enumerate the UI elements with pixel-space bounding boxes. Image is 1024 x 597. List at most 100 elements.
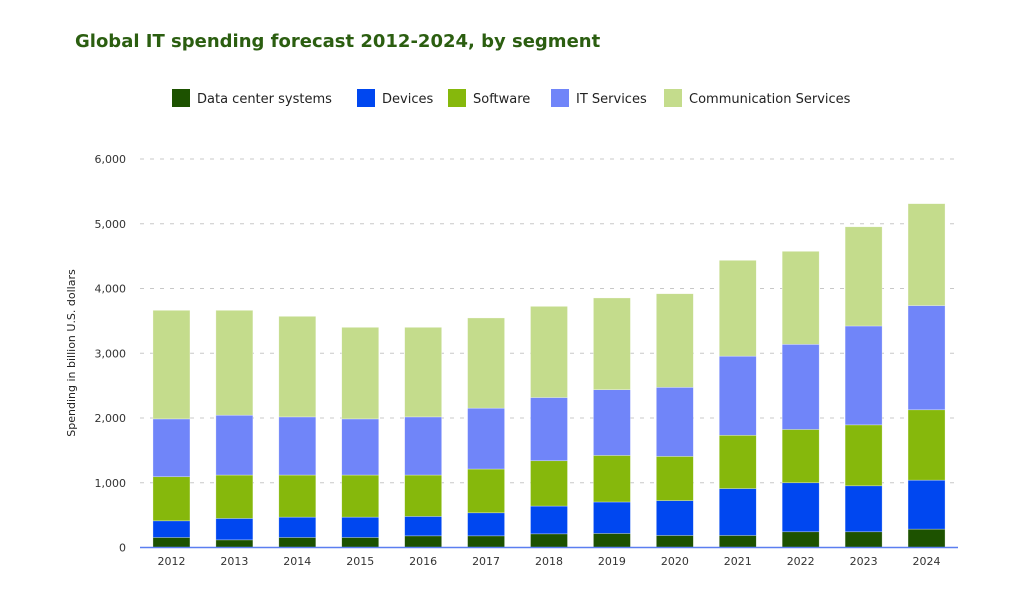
bar-devices-2018[interactable] (530, 505, 568, 535)
chart-title: Global IT spending forecast 2012-2024, b… (75, 31, 601, 52)
bar-communication-services-2017[interactable] (467, 317, 505, 409)
bar-communication-services-2013[interactable] (215, 310, 254, 416)
legend-swatch (172, 89, 190, 107)
x-tick-label: 2023 (850, 555, 878, 568)
bar-devices-2016[interactable] (404, 516, 442, 537)
y-tick-label: 6,000 (95, 153, 127, 166)
bar-data-center-systems-2015[interactable] (341, 537, 380, 548)
bar-devices-2017[interactable] (467, 512, 505, 537)
bar-data-center-systems-2012[interactable] (152, 537, 191, 548)
bar-devices-2014[interactable] (278, 516, 317, 538)
legend-item[interactable]: Devices (382, 92, 433, 107)
gridlines (140, 158, 958, 484)
bar-communication-services-2021[interactable] (718, 260, 757, 357)
legend-swatch (357, 89, 375, 107)
x-tick-label: 2014 (283, 555, 311, 568)
bar-data-center-systems-2021[interactable] (718, 535, 757, 548)
y-tick-label: 4,000 (95, 283, 127, 296)
bar-software-2023[interactable] (844, 424, 883, 487)
bar-it-services-2024[interactable] (907, 305, 946, 411)
x-tick-label: 2015 (346, 555, 374, 568)
x-tick-label: 2012 (157, 555, 185, 568)
bar-software-2015[interactable] (341, 474, 380, 518)
bar-devices-2020[interactable] (656, 500, 694, 536)
x-tick-label: 2021 (724, 555, 752, 568)
legend: Data center systems Devices Software IT Ser… (172, 89, 851, 107)
y-axis-label: Spending in billion U.S. dollars (65, 269, 78, 437)
y-tick-label: 3,000 (95, 347, 127, 360)
x-tick-label: 2013 (220, 555, 248, 568)
bar-devices-2023[interactable] (844, 485, 883, 533)
bar-software-2013[interactable] (215, 474, 254, 519)
x-axis-ticks: 2012 2013 2014 2015 2016 2017 2018 2019 2020 2021… (157, 555, 940, 568)
x-tick-label: 2024 (913, 555, 941, 568)
bar-software-2012[interactable] (152, 476, 191, 522)
bar-it-services-2012[interactable] (152, 418, 191, 478)
bar-it-services-2015[interactable] (341, 418, 380, 476)
bar-communication-services-2019[interactable] (593, 297, 631, 391)
bar-it-services-2020[interactable] (656, 387, 694, 457)
y-tick-label: 5,000 (95, 218, 127, 231)
bar-software-2016[interactable] (404, 474, 442, 517)
bar-software-2017[interactable] (467, 468, 505, 514)
legend-item[interactable]: Software (473, 92, 530, 107)
bar-data-center-systems-2024[interactable] (907, 528, 946, 548)
bar-devices-2019[interactable] (593, 501, 631, 534)
bar-it-services-2014[interactable] (278, 416, 317, 476)
bar-devices-2012[interactable] (152, 520, 191, 538)
bar-data-center-systems-2016[interactable] (404, 535, 442, 548)
bar-communication-services-2024[interactable] (907, 203, 946, 306)
bar-it-services-2016[interactable] (404, 416, 442, 476)
legend-item[interactable]: Communication Services (689, 92, 851, 107)
bar-software-2020[interactable] (656, 456, 694, 501)
legend-item[interactable]: Data center systems (197, 92, 332, 107)
bar-communication-services-2022[interactable] (781, 251, 820, 345)
bar-devices-2021[interactable] (718, 488, 757, 536)
bar-data-center-systems-2022[interactable] (781, 531, 820, 548)
bar-software-2014[interactable] (278, 474, 317, 518)
bar-data-center-systems-2020[interactable] (656, 535, 694, 548)
x-tick-label: 2017 (472, 555, 500, 568)
bar-software-2021[interactable] (718, 434, 757, 489)
y-tick-label: 2,000 (95, 412, 127, 425)
bar-it-services-2021[interactable] (718, 355, 757, 436)
bar-communication-services-2015[interactable] (341, 327, 380, 420)
bar-it-services-2019[interactable] (593, 389, 631, 456)
x-tick-label: 2022 (787, 555, 815, 568)
bar-it-services-2018[interactable] (530, 397, 568, 462)
bar-it-services-2022[interactable] (781, 344, 820, 430)
bar-devices-2015[interactable] (341, 516, 380, 538)
bar-data-center-systems-2014[interactable] (278, 537, 317, 548)
bar-software-2019[interactable] (593, 455, 631, 503)
bars (152, 203, 946, 548)
legend-swatch (551, 89, 569, 107)
bar-communication-services-2012[interactable] (152, 310, 191, 420)
bar-it-services-2017[interactable] (467, 407, 505, 470)
bar-it-services-2023[interactable] (844, 325, 883, 426)
y-tick-label: 0 (119, 542, 126, 555)
x-tick-label: 2018 (535, 555, 563, 568)
bar-communication-services-2023[interactable] (844, 226, 883, 327)
x-tick-label: 2019 (598, 555, 626, 568)
legend-swatch (664, 89, 682, 107)
bar-data-center-systems-2018[interactable] (530, 533, 568, 548)
x-tick-label: 2016 (409, 555, 437, 568)
bar-data-center-systems-2019[interactable] (593, 533, 631, 548)
bar-software-2024[interactable] (907, 409, 946, 481)
bar-communication-services-2018[interactable] (530, 306, 568, 398)
bar-data-center-systems-2013[interactable] (215, 539, 254, 548)
bar-devices-2024[interactable] (907, 479, 946, 530)
bar-communication-services-2020[interactable] (656, 293, 694, 388)
legend-item[interactable]: IT Services (576, 92, 647, 107)
bar-data-center-systems-2017[interactable] (467, 535, 505, 548)
legend-swatch (448, 89, 466, 107)
bar-devices-2013[interactable] (215, 518, 254, 541)
bar-communication-services-2014[interactable] (278, 316, 317, 418)
bar-it-services-2013[interactable] (215, 414, 254, 476)
bar-software-2018[interactable] (530, 460, 568, 507)
bar-devices-2022[interactable] (781, 482, 820, 533)
bar-data-center-systems-2023[interactable] (844, 531, 883, 548)
bar-communication-services-2016[interactable] (404, 327, 442, 418)
bar-software-2022[interactable] (781, 429, 820, 484)
